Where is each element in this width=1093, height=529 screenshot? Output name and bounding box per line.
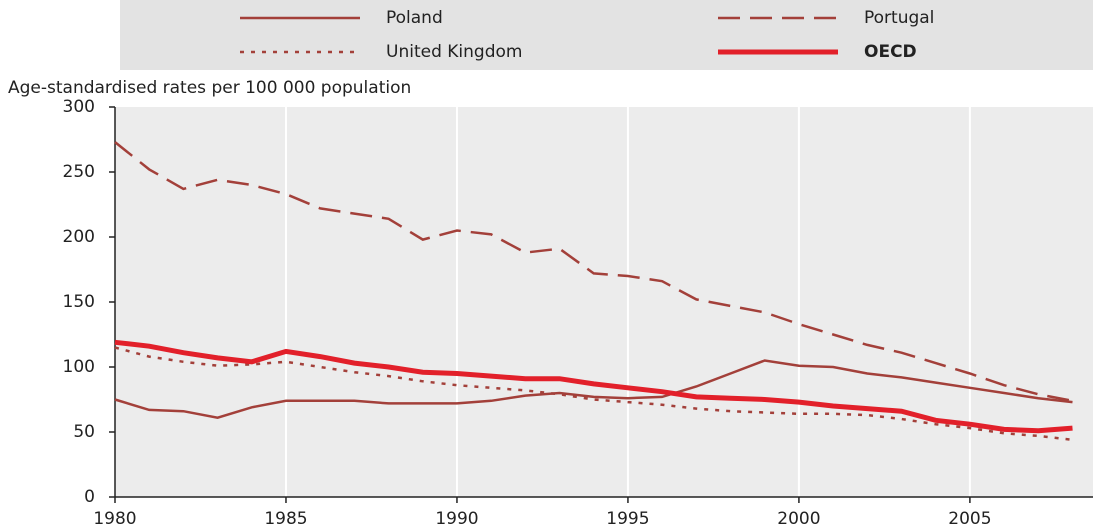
x-tick-label: 1985 bbox=[264, 509, 307, 529]
series-line bbox=[114, 339, 1073, 434]
x-tick-label: 2000 bbox=[777, 509, 820, 529]
y-tick-label: 50 bbox=[73, 422, 95, 442]
series-line bbox=[114, 141, 1073, 403]
legend-label: OECD bbox=[864, 42, 917, 62]
y-tick-label: 150 bbox=[63, 292, 95, 312]
legend-label: Poland bbox=[386, 8, 443, 28]
y-axis-label: Age-standardised rates per 100 000 popul… bbox=[8, 78, 411, 98]
x-tick-label: 1980 bbox=[93, 509, 136, 529]
legend-label: Portugal bbox=[864, 8, 934, 28]
x-tick-label: 1990 bbox=[435, 509, 478, 529]
legend-label: United Kingdom bbox=[386, 42, 522, 62]
y-tick-label: 300 bbox=[63, 97, 95, 117]
legend-box bbox=[120, 0, 1093, 70]
y-tick-label: 200 bbox=[63, 227, 95, 247]
series-line bbox=[114, 359, 1073, 419]
y-tick-label: 100 bbox=[63, 357, 95, 377]
y-tick-label: 250 bbox=[63, 162, 95, 182]
y-tick-label: 0 bbox=[84, 487, 95, 507]
x-tick-label: 1995 bbox=[606, 509, 649, 529]
series-line bbox=[114, 346, 1073, 442]
plot-area bbox=[115, 107, 1093, 497]
x-tick-label: 2005 bbox=[948, 509, 991, 529]
